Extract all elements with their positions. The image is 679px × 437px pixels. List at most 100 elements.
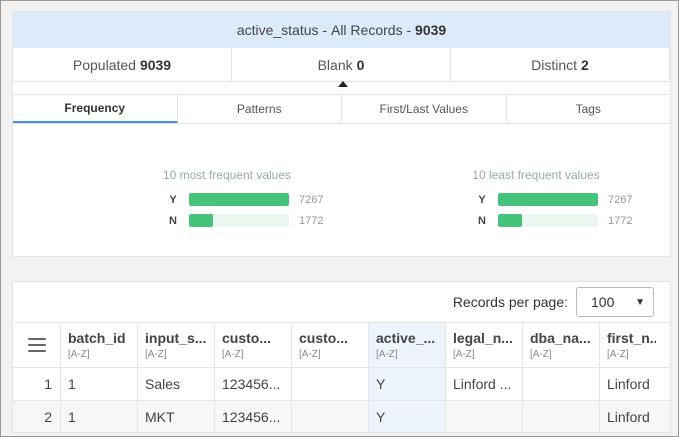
records-per-page-select[interactable]: 100 ▼ bbox=[576, 287, 654, 317]
freq-row[interactable]: Y 7267 bbox=[157, 189, 357, 210]
table-cell[interactable]: Linford bbox=[600, 401, 656, 432]
stat-label: Blank bbox=[317, 56, 353, 73]
chevron-down-icon: ▼ bbox=[635, 296, 645, 308]
column-header[interactable]: input_s... [A-Z] bbox=[138, 323, 215, 367]
freq-count: 7267 bbox=[608, 193, 633, 206]
frequency-content: 10 most frequent values Y 7267 N 1772 10… bbox=[13, 124, 670, 254]
column-name: custo... bbox=[222, 330, 272, 346]
column-header[interactable]: batch_id [A-Z] bbox=[61, 323, 138, 367]
field-title-bar: active_status - All Records - 9039 bbox=[13, 12, 670, 48]
freq-bar-track bbox=[189, 214, 289, 227]
column-sort[interactable]: [A-Z] bbox=[376, 349, 398, 360]
freq-value: Y bbox=[169, 193, 177, 206]
table-cell[interactable]: Y bbox=[369, 401, 446, 432]
record-scope: All Records bbox=[330, 22, 403, 38]
table-cell[interactable] bbox=[292, 401, 369, 432]
freq-count: 1772 bbox=[299, 214, 324, 227]
table-cell[interactable]: 123456... bbox=[215, 401, 292, 432]
stat-value: 0 bbox=[356, 56, 365, 73]
table-cell[interactable]: Linford bbox=[600, 368, 656, 400]
column-sort[interactable]: [A-Z] bbox=[68, 349, 90, 360]
freq-count: 1772 bbox=[608, 214, 633, 227]
freq-count: 7267 bbox=[299, 193, 324, 206]
table-cell[interactable]: Sales bbox=[138, 368, 215, 400]
stat-populated[interactable]: Populated 9039 bbox=[13, 48, 232, 81]
caret-up-icon bbox=[338, 81, 348, 87]
cell-value: Y bbox=[376, 376, 386, 392]
freq-value: N bbox=[478, 214, 486, 227]
column-sort[interactable]: [A-Z] bbox=[222, 349, 244, 360]
column-header[interactable]: first_n... [A-Z] bbox=[600, 323, 656, 367]
column-header[interactable]: custo... [A-Z] bbox=[292, 323, 369, 367]
column-name: legal_n... bbox=[453, 330, 513, 346]
table-cell[interactable] bbox=[446, 401, 523, 432]
cell-value: Linford ... bbox=[453, 376, 512, 392]
cell-value: 123456... bbox=[222, 376, 281, 392]
table-cell[interactable] bbox=[523, 401, 600, 432]
records-grid: batch_id [A-Z] input_s... [A-Z] custo... [A… bbox=[13, 322, 670, 432]
cell-value: Linford bbox=[607, 376, 650, 392]
column-sort[interactable]: [A-Z] bbox=[299, 349, 321, 360]
column-name: first_n... bbox=[607, 330, 656, 346]
grid-header-row: batch_id [A-Z] input_s... [A-Z] custo... [A… bbox=[13, 322, 670, 367]
tab-frequency[interactable]: Frequency bbox=[13, 95, 178, 123]
stat-value: 2 bbox=[581, 56, 589, 73]
table-cell[interactable]: Linford ... bbox=[446, 368, 523, 400]
column-header[interactable]: legal_n... [A-Z] bbox=[446, 323, 523, 367]
stat-distinct[interactable]: Distinct 2 bbox=[451, 48, 670, 81]
freq-row[interactable]: Y 7267 bbox=[466, 189, 666, 210]
freq-value: N bbox=[169, 214, 177, 227]
tab-patterns[interactable]: Patterns bbox=[178, 95, 342, 123]
table-cell[interactable]: Y bbox=[369, 368, 446, 400]
table-cell[interactable]: 1 bbox=[61, 368, 138, 400]
column-header[interactable]: custo... [A-Z] bbox=[215, 323, 292, 367]
most-frequent-group: 10 most frequent values Y 7267 N 1772 bbox=[157, 168, 357, 231]
tab-tags[interactable]: Tags bbox=[575, 102, 601, 116]
records-per-page-label: Records per page: bbox=[452, 294, 568, 310]
record-total: 9039 bbox=[415, 22, 447, 38]
column-header-selected[interactable]: active_... [A-Z] bbox=[369, 323, 446, 367]
cell-value: 1 bbox=[68, 376, 76, 392]
table-row[interactable]: 2 1 MKT 123456... Y Linford bbox=[13, 400, 670, 432]
column-sort[interactable]: [A-Z] bbox=[453, 349, 475, 360]
column-menu-button[interactable] bbox=[13, 323, 61, 367]
column-sort[interactable]: [A-Z] bbox=[145, 349, 167, 360]
field-summary-panel: active_status - All Records - 9039 Popul… bbox=[12, 11, 671, 257]
stat-label: Populated bbox=[72, 56, 136, 73]
table-cell[interactable]: MKT bbox=[138, 401, 215, 432]
tab-first-last-values[interactable]: First/Last Values bbox=[342, 95, 507, 123]
row-index: 2 bbox=[13, 401, 61, 432]
table-cell[interactable] bbox=[523, 368, 600, 400]
freq-row[interactable]: N 1772 bbox=[157, 210, 357, 231]
column-name: custo... bbox=[299, 330, 349, 346]
table-cell[interactable]: 1 bbox=[61, 401, 138, 432]
field-name: active_status bbox=[236, 22, 319, 38]
freq-bar-fill bbox=[498, 214, 523, 227]
records-table-panel: Records per page: 100 ▼ batch_id [A-Z] in… bbox=[12, 281, 671, 433]
table-cell[interactable] bbox=[292, 368, 369, 400]
column-name: input_s... bbox=[145, 330, 207, 346]
column-name: dba_na... bbox=[530, 330, 591, 346]
records-per-page-bar: Records per page: 100 ▼ bbox=[13, 282, 670, 322]
freq-bar-fill bbox=[189, 214, 214, 227]
least-frequent-title: 10 least frequent values bbox=[472, 168, 600, 182]
records-per-page-value: 100 bbox=[591, 294, 615, 310]
table-cell[interactable]: 123456... bbox=[215, 368, 292, 400]
stat-blank[interactable]: Blank 0 bbox=[232, 48, 451, 81]
freq-value: Y bbox=[478, 193, 486, 206]
freq-bar-fill bbox=[498, 193, 598, 206]
table-row[interactable]: 1 1 Sales 123456... Y Linford ... Linfor… bbox=[13, 367, 670, 400]
hamburger-icon bbox=[27, 338, 46, 352]
cell-value: Y bbox=[376, 409, 386, 425]
least-frequent-group: 10 least frequent values Y 7267 N 1772 bbox=[466, 168, 666, 231]
column-sort[interactable]: [A-Z] bbox=[607, 349, 629, 360]
column-sort[interactable]: [A-Z] bbox=[530, 349, 552, 360]
freq-row[interactable]: N 1772 bbox=[466, 210, 666, 231]
analysis-tabs: Frequency Patterns First/Last Values Tag… bbox=[13, 94, 670, 124]
title-dash: - bbox=[402, 22, 416, 38]
freq-bar-fill bbox=[189, 193, 289, 206]
row-index: 1 bbox=[13, 368, 61, 400]
column-header[interactable]: dba_na... [A-Z] bbox=[523, 323, 600, 367]
column-name: batch_id bbox=[68, 330, 126, 346]
